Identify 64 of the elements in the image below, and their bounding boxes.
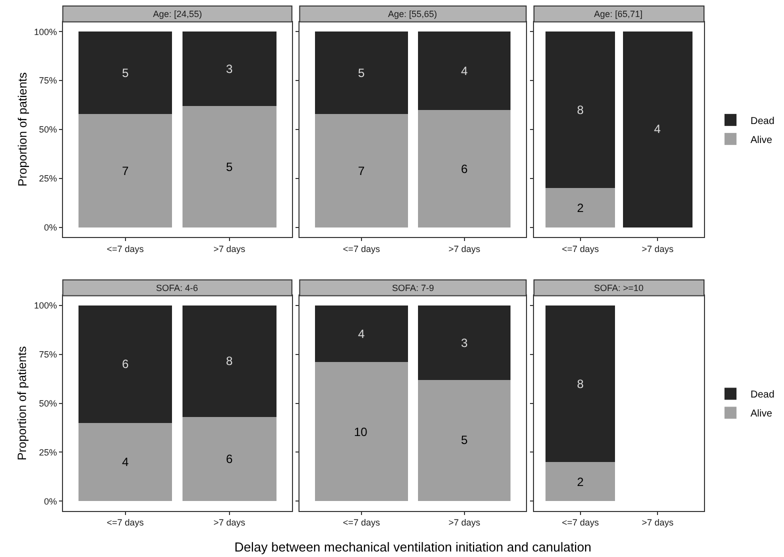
x-tick-label: >7 days: [448, 244, 481, 254]
annotation: 7: [122, 164, 129, 178]
annotation: 4: [654, 122, 661, 136]
x-tick-label: >7 days: [642, 244, 674, 254]
y-tick-label: 0%: [44, 496, 57, 506]
y-tick-label: 50%: [38, 398, 57, 408]
x-tick-label: >7 days: [448, 518, 481, 528]
annotation: 5: [226, 160, 233, 174]
legend-label: Alive: [750, 134, 773, 146]
bar: [182, 417, 276, 502]
y-tick-label: 100%: [34, 26, 57, 37]
chart-title: SOFA: >=10: [594, 283, 644, 293]
annotation: 6: [122, 357, 129, 371]
chart-title: SOFA: 7-9: [392, 283, 434, 293]
annotation: 5: [358, 66, 365, 80]
y-tick-label: 75%: [38, 350, 57, 360]
annotation: 3: [226, 62, 233, 76]
chart-title: Age: [65,71]: [594, 9, 643, 19]
annotation: 5: [461, 433, 468, 447]
y-tick-label: 0%: [44, 222, 57, 232]
annotation: 2: [577, 201, 584, 215]
bar: [182, 305, 276, 418]
x-tick-label: <=7 days: [106, 518, 144, 528]
legend-label: Dead: [750, 390, 774, 401]
y-axis-title: Proportion of patients: [15, 346, 30, 460]
chart-title: Age: [24,55): [153, 9, 202, 19]
bar: [78, 422, 172, 502]
annotation: 4: [122, 455, 129, 469]
bar: [78, 114, 172, 228]
x-tick-label: <=7 days: [562, 518, 600, 528]
y-tick-label: 75%: [38, 76, 57, 86]
y-tick-label: 25%: [38, 174, 57, 184]
x-tick-label: >7 days: [214, 244, 246, 254]
annotation: 4: [358, 327, 365, 341]
y-tick-label: 100%: [34, 300, 57, 311]
chart-title: SOFA: 4-6: [156, 283, 198, 293]
annotation: 8: [577, 103, 584, 117]
bar: [78, 32, 172, 114]
annotation: 8: [226, 354, 233, 368]
annotation: 3: [461, 336, 468, 350]
x-tick-label: <=7 days: [342, 518, 380, 528]
y-tick-label: 50%: [38, 124, 57, 135]
y-tick-label: 25%: [38, 447, 57, 458]
bar: [182, 106, 276, 228]
annotation: 7: [358, 164, 365, 178]
annotation: 8: [577, 377, 584, 391]
x-axis-title: Delay between mechanical ventilation initiation and canulation: [234, 539, 592, 554]
x-tick-label: <=7 days: [342, 244, 380, 254]
annotation: 6: [226, 452, 233, 466]
x-tick-label: <=7 days: [106, 244, 144, 254]
chart-title: Age: [55,65): [388, 9, 438, 19]
annotation: 2: [577, 475, 584, 489]
annotation: 5: [122, 66, 129, 80]
y-axis-title: Proportion of patients: [15, 72, 30, 186]
annotation: 10: [354, 425, 368, 439]
annotation: 4: [461, 64, 468, 78]
x-tick-label: >7 days: [214, 518, 246, 528]
x-tick-label: <=7 days: [562, 244, 600, 254]
legend-label: Alive: [750, 408, 773, 420]
legend-label: Dead: [750, 116, 774, 127]
x-tick-label: >7 days: [642, 518, 674, 528]
annotation: 6: [461, 162, 468, 176]
bar: [78, 305, 172, 423]
bar: [182, 32, 276, 106]
